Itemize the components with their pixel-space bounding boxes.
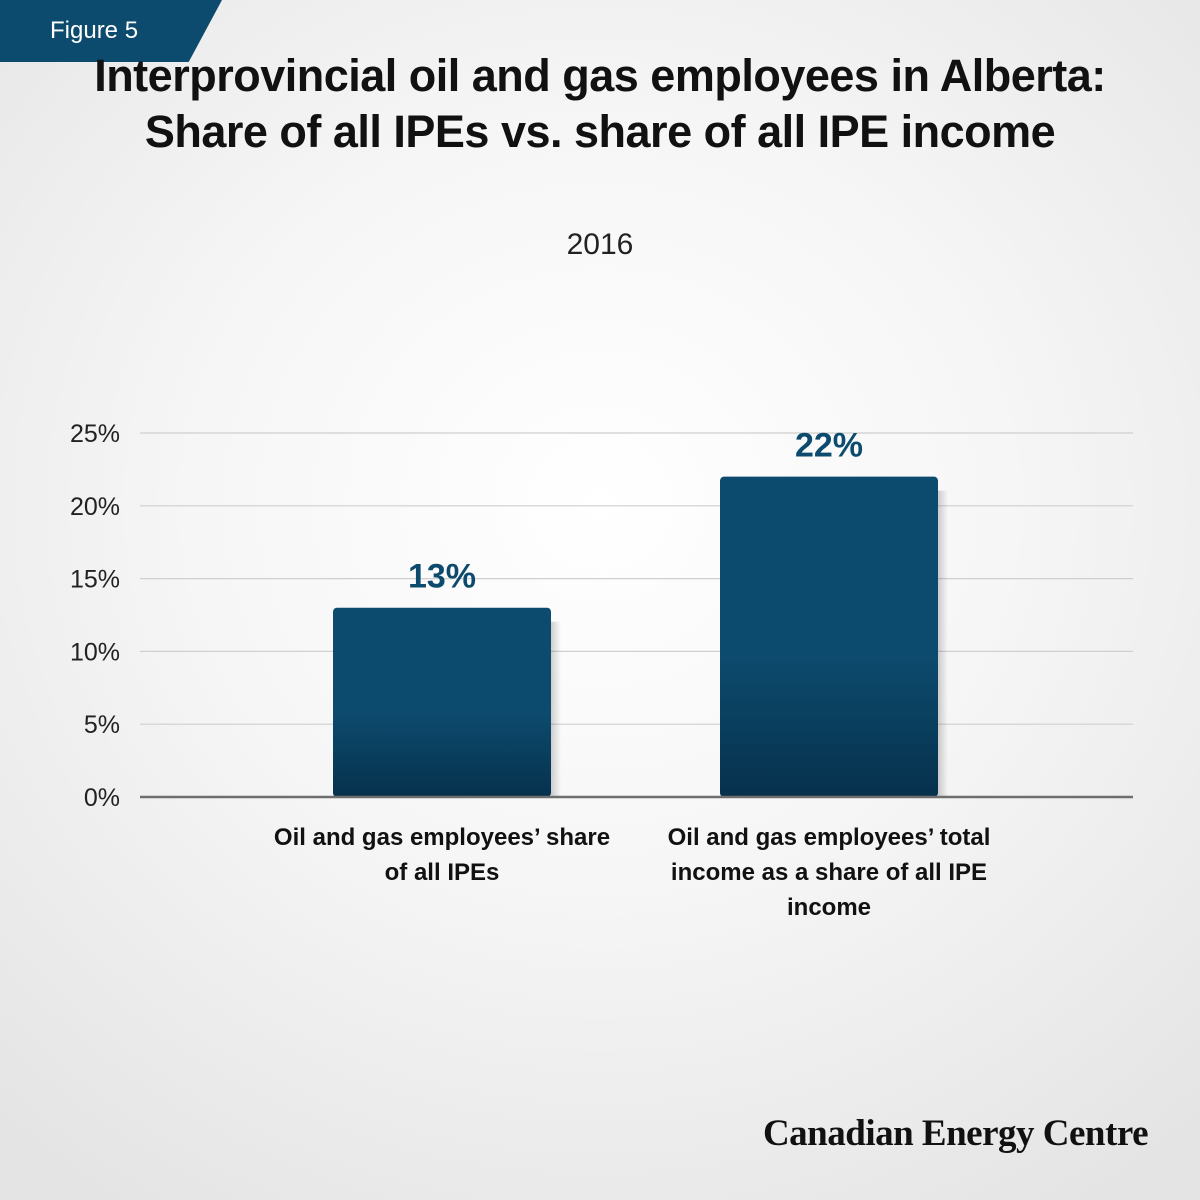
y-tick-label: 15% bbox=[70, 566, 120, 594]
y-tick-label: 20% bbox=[70, 493, 120, 521]
y-tick-label: 25% bbox=[70, 420, 120, 448]
chart-subtitle: 2016 bbox=[566, 228, 634, 261]
bar bbox=[720, 476, 938, 797]
category-label-income-share: Oil and gas employees’ total income as a… bbox=[667, 824, 991, 921]
bar-shadow bbox=[551, 621, 561, 797]
brand-logo-text: Canadian Energy Centre bbox=[762, 1113, 1149, 1154]
chart-title: Interprovincial oil and gas employees in… bbox=[94, 50, 1106, 157]
category-label-ipe-share: Oil and gas employees’ share of all IPEs bbox=[273, 824, 611, 886]
bar-shadow bbox=[938, 490, 948, 797]
figure-tag-label: Figure 5 bbox=[50, 17, 139, 44]
bar-value-label: 13% bbox=[408, 558, 476, 596]
y-tick-label: 0% bbox=[84, 784, 120, 812]
bar-value-label: 22% bbox=[795, 427, 863, 465]
bar bbox=[333, 607, 551, 797]
y-tick-label: 10% bbox=[70, 638, 120, 666]
figure-tag: Figure 5 bbox=[0, 0, 222, 62]
y-tick-label: 5% bbox=[84, 711, 120, 739]
